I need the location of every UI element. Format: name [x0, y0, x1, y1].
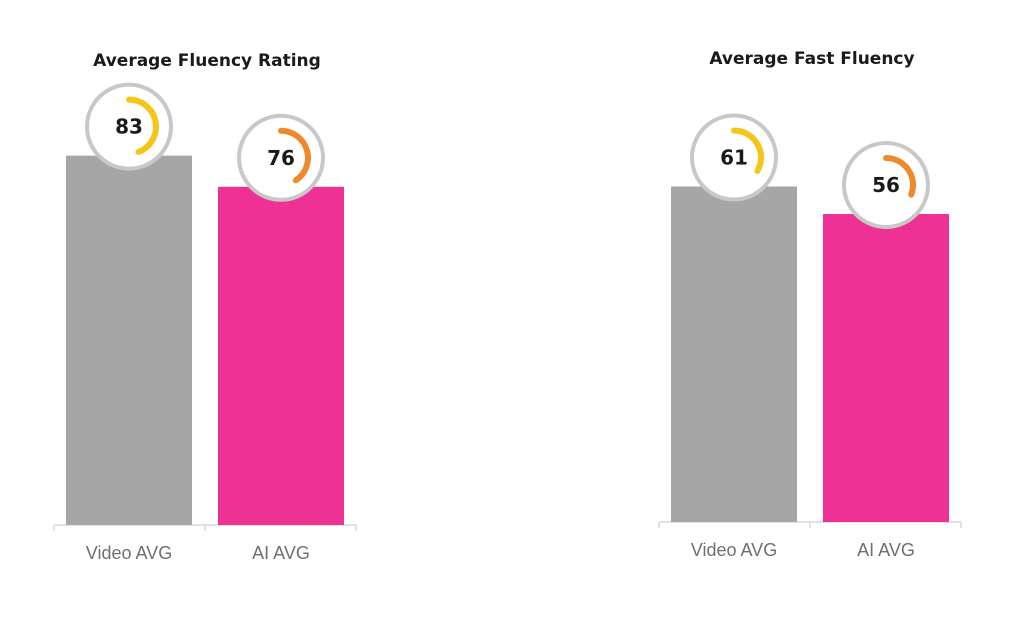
chart-average-fast-fluency: Average Fast Fluency Video AVG AI AVG 61…	[658, 49, 962, 560]
chart-2-title: Average Fast Fluency	[709, 49, 914, 69]
chart-2-label-video-avg: Video AVG	[691, 540, 777, 560]
chart-2-label-ai-avg: AI AVG	[857, 540, 915, 560]
chart-1-badge-video-avg: 83	[85, 82, 173, 171]
chart-2-badge-ai-avg-ring	[883, 155, 916, 198]
chart-1-value-ai-avg: 76	[267, 146, 295, 170]
chart-1-title: Average Fluency Rating	[93, 51, 321, 71]
chart-2-value-video-avg: 61	[720, 146, 748, 170]
chart-1-bar-video-avg	[66, 155, 192, 525]
chart-1-bar-ai-avg	[218, 186, 344, 526]
chart-1-value-video-avg: 83	[115, 115, 143, 139]
chart-2-badge-ai-avg: 56	[842, 141, 930, 229]
chart-2-badge-video-avg: 61	[690, 113, 778, 202]
chart-2-value-ai-avg: 56	[872, 173, 900, 197]
chart-1-badge-ai-avg: 76	[237, 113, 325, 202]
chart-2-badge-video-avg-ring	[731, 127, 764, 174]
chart-2-bar-video-avg	[671, 186, 797, 522]
chart-1-badge-video-avg-ring	[126, 96, 159, 155]
chart-2-bar-ai-avg	[823, 214, 949, 522]
chart-1-label-video-avg: Video AVG	[86, 543, 172, 563]
chart-1-label-ai-avg: AI AVG	[252, 543, 310, 563]
chart-average-fluency-rating: Average Fluency Rating Video AVG AI AVG …	[53, 51, 357, 563]
chart-1-badge-ai-avg-ring	[278, 127, 311, 184]
